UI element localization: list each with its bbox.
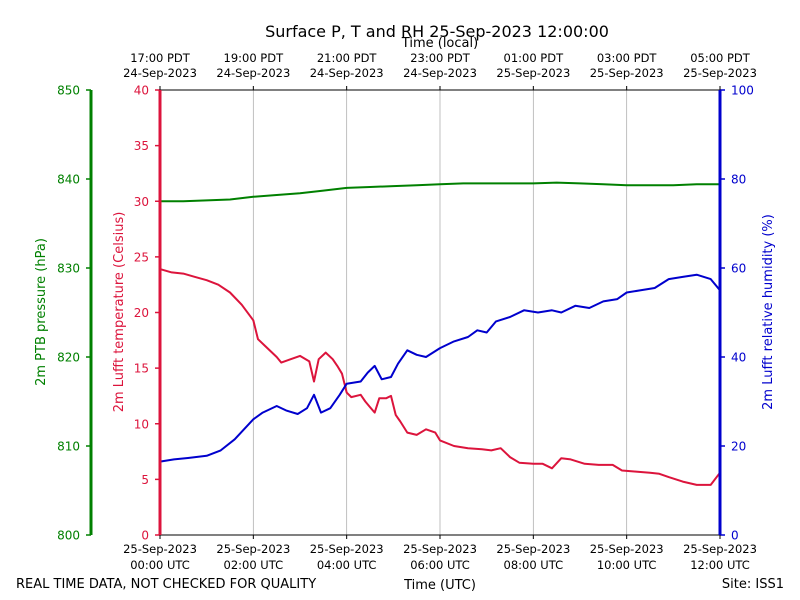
top-tick-time: 17:00 PDT <box>130 51 191 65</box>
humidity-tick-label: 0 <box>731 529 739 543</box>
temperature-ticks: 0 5 10 15 20 25 30 35 40 <box>134 84 160 543</box>
humidity-series-line <box>159 273 721 463</box>
humidity-ticks: 0 20 40 60 80 100 <box>720 84 754 543</box>
pressure-tick-label: 800 <box>57 529 80 543</box>
pressure-axis-label: 2m PTB pressure (hPa) <box>34 238 49 386</box>
top-tick-time: 01:00 PDT <box>504 51 565 65</box>
bottom-tick-date: 25-Sep-2023 <box>310 542 384 556</box>
bottom-tick-time: 04:00 UTC <box>317 558 377 572</box>
series-group <box>159 181 721 486</box>
temperature-tick-label: 5 <box>141 473 149 487</box>
top-tick-time: 23:00 PDT <box>410 51 471 65</box>
pressure-series-line <box>160 181 720 203</box>
temperature-tick-label: 15 <box>134 362 149 376</box>
x-axis-label: Time (UTC) <box>403 578 476 593</box>
temperature-series-line <box>159 268 721 486</box>
bottom-tick-time: 10:00 UTC <box>597 558 657 572</box>
bottom-time-ticks: 25-Sep-2023 00:00 UTC 25-Sep-2023 02:00 UTC… <box>123 535 757 572</box>
grid <box>252 90 628 535</box>
pressure-tick-label: 840 <box>57 173 80 187</box>
bottom-tick-time: 06:00 UTC <box>410 558 470 572</box>
humidity-tick-label: 40 <box>731 351 746 365</box>
footer-site: Site: ISS1 <box>722 577 784 592</box>
bottom-tick-date: 25-Sep-2023 <box>123 542 197 556</box>
bottom-tick-date: 25-Sep-2023 <box>403 542 477 556</box>
humidity-tick-label: 20 <box>731 440 746 454</box>
top-tick-date: 24-Sep-2023 <box>216 66 290 80</box>
pressure-ticks: 800 810 820 830 840 850 <box>57 84 91 543</box>
bottom-tick-time: 12:00 UTC <box>690 558 750 572</box>
footer-quality-note: REAL TIME DATA, NOT CHECKED FOR QUALITY <box>16 577 316 592</box>
pressure-tick-label: 830 <box>57 262 80 276</box>
humidity-tick-label: 60 <box>731 262 746 276</box>
pressure-tick-label: 820 <box>57 351 80 365</box>
humidity-tick-label: 100 <box>731 84 754 98</box>
top-tick-time: 19:00 PDT <box>224 51 285 65</box>
temperature-tick-label: 35 <box>134 139 149 153</box>
bottom-tick-date: 25-Sep-2023 <box>216 542 290 556</box>
bottom-tick-time: 02:00 UTC <box>224 558 284 572</box>
temperature-tick-label: 20 <box>134 306 149 320</box>
top-axis-label: Time (local) <box>401 36 478 51</box>
temperature-tick-label: 10 <box>134 417 149 431</box>
humidity-tick-label: 80 <box>731 173 746 187</box>
temperature-tick-label: 25 <box>134 250 149 264</box>
humidity-axis-label: 2m Lufft relative humidity (%) <box>761 214 776 410</box>
top-tick-date: 24-Sep-2023 <box>403 66 477 80</box>
pressure-tick-label: 810 <box>57 440 80 454</box>
top-tick-date: 24-Sep-2023 <box>310 66 384 80</box>
bottom-tick-time: 00:00 UTC <box>130 558 190 572</box>
bottom-tick-date: 25-Sep-2023 <box>683 542 757 556</box>
top-tick-time: 21:00 PDT <box>317 51 378 65</box>
bottom-tick-time: 08:00 UTC <box>504 558 564 572</box>
bottom-tick-date: 25-Sep-2023 <box>590 542 664 556</box>
temperature-tick-label: 0 <box>141 529 149 543</box>
temperature-tick-label: 30 <box>134 195 149 209</box>
top-tick-date: 25-Sep-2023 <box>683 66 757 80</box>
temperature-axis-label: 2m Lufft temperature (Celsius) <box>112 212 127 413</box>
top-tick-date: 24-Sep-2023 <box>123 66 197 80</box>
bottom-tick-date: 25-Sep-2023 <box>496 542 570 556</box>
chart-title: Surface P, T and RH 25-Sep-2023 12:00:00 <box>265 22 609 41</box>
top-tick-date: 25-Sep-2023 <box>496 66 570 80</box>
top-tick-time: 03:00 PDT <box>597 51 658 65</box>
pressure-tick-label: 850 <box>57 84 80 98</box>
top-tick-time: 05:00 PDT <box>690 51 751 65</box>
top-tick-date: 25-Sep-2023 <box>590 66 664 80</box>
temperature-tick-label: 40 <box>134 84 149 98</box>
